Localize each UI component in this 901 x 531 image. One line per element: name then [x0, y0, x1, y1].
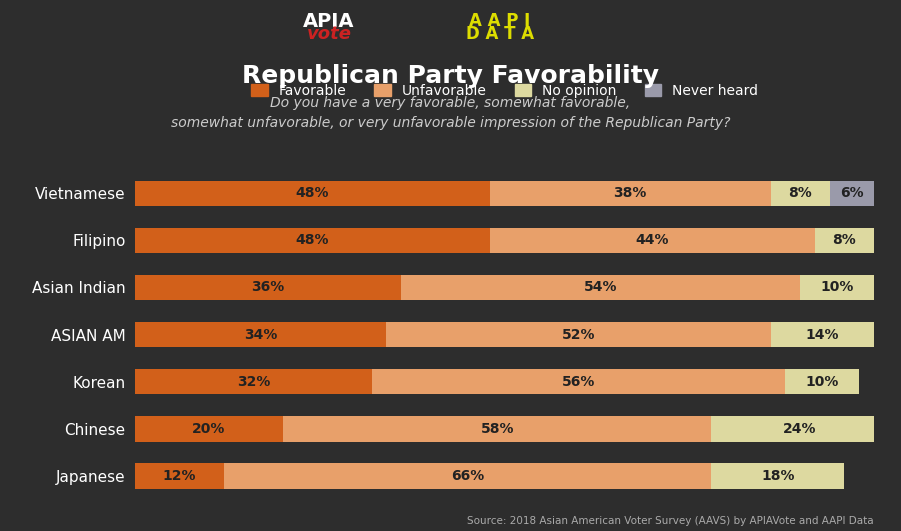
Bar — [770, 322, 874, 347]
Text: Source: 2018 Asian American Voter Survey (AAVS) by APIAVote and AAPI Data: Source: 2018 Asian American Voter Survey… — [468, 516, 874, 526]
Bar — [135, 275, 401, 301]
Bar — [135, 181, 490, 207]
Text: 6%: 6% — [840, 186, 864, 200]
Text: 10%: 10% — [805, 374, 839, 389]
Text: 20%: 20% — [192, 422, 226, 435]
Text: 18%: 18% — [761, 469, 795, 483]
Text: 10%: 10% — [820, 280, 854, 295]
Text: Do you have a very favorable, somewhat favorable,
somewhat unfavorable, or very : Do you have a very favorable, somewhat f… — [171, 96, 730, 130]
Bar — [371, 369, 786, 395]
Text: 8%: 8% — [788, 186, 812, 200]
Text: vote: vote — [306, 25, 351, 44]
Text: A A P I: A A P I — [469, 12, 531, 30]
Text: Republican Party Favorability: Republican Party Favorability — [242, 64, 659, 88]
Bar — [283, 416, 712, 442]
Text: APIA: APIA — [303, 12, 355, 31]
Text: 8%: 8% — [833, 234, 856, 247]
Bar — [135, 322, 387, 347]
Legend: Favorable, Unfavorable, No opinion, Never heard: Favorable, Unfavorable, No opinion, Neve… — [245, 78, 764, 103]
Text: 36%: 36% — [251, 280, 285, 295]
Text: 38%: 38% — [614, 186, 647, 200]
Bar — [135, 463, 223, 489]
Text: 12%: 12% — [163, 469, 196, 483]
Text: D A T A: D A T A — [466, 25, 534, 44]
Bar — [387, 322, 770, 347]
Bar — [223, 463, 712, 489]
Bar — [800, 275, 874, 301]
Text: 48%: 48% — [296, 234, 329, 247]
Text: 58%: 58% — [480, 422, 514, 435]
Text: 52%: 52% — [561, 328, 596, 341]
Bar — [712, 463, 844, 489]
Bar — [490, 228, 815, 253]
Bar — [135, 228, 490, 253]
Text: 32%: 32% — [237, 374, 270, 389]
Bar — [490, 181, 770, 207]
Bar — [135, 369, 371, 395]
Bar — [401, 275, 800, 301]
Bar — [712, 416, 888, 442]
Bar — [786, 369, 860, 395]
Bar — [815, 228, 874, 253]
Bar — [135, 416, 283, 442]
Text: 54%: 54% — [584, 280, 617, 295]
Bar — [830, 181, 874, 207]
Text: 14%: 14% — [805, 328, 839, 341]
Text: 66%: 66% — [451, 469, 484, 483]
Bar — [770, 181, 830, 207]
Text: 48%: 48% — [296, 186, 329, 200]
Text: 44%: 44% — [635, 234, 669, 247]
Text: 56%: 56% — [561, 374, 596, 389]
Text: 34%: 34% — [244, 328, 278, 341]
Text: 24%: 24% — [783, 422, 817, 435]
